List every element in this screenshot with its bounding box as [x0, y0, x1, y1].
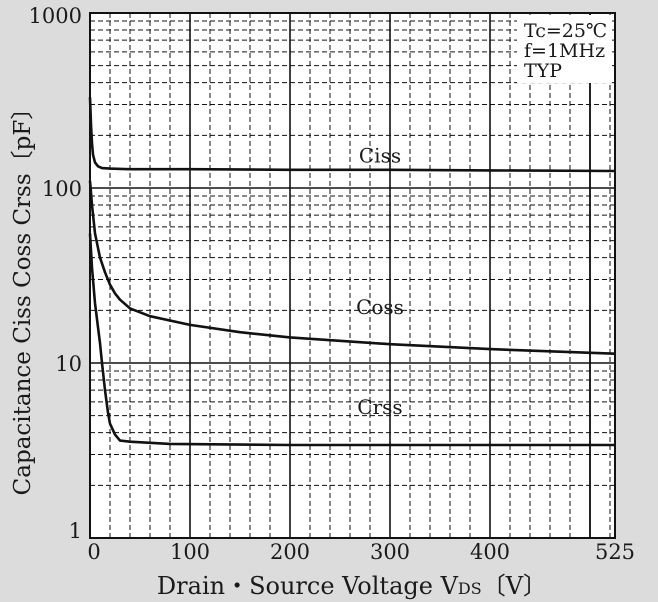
series-line-ciss — [88, 97, 616, 173]
y-axis-title: Capacitance Ciss Coss Crss〔pF〕 — [10, 97, 36, 496]
x-axis-title-unit: 〔V〕 — [482, 572, 547, 600]
conditions-background — [517, 15, 612, 83]
series-line-coss — [88, 180, 616, 355]
condition-text: f=1MHz — [524, 40, 605, 62]
plot-area — [90, 13, 615, 538]
condition-text: Tc=25℃ — [524, 20, 607, 42]
series-label-crss: Crss — [357, 395, 402, 419]
x-tick-label: 0 — [87, 540, 100, 564]
grid-major — [90, 13, 615, 538]
y-tick-label: 1000 — [29, 4, 82, 28]
y-tick-label: 1 — [69, 519, 82, 543]
x-axis-title: Drain・Source Voltage VDS〔V〕 — [157, 572, 547, 600]
x-tick-label: 525 — [595, 540, 635, 564]
plot-frame — [89, 12, 616, 539]
x-tick-label: 200 — [270, 540, 310, 564]
x-tick-label: 400 — [470, 540, 510, 564]
y-tick-label: 10 — [55, 352, 82, 376]
x-axis-title-symbol: V — [440, 572, 459, 600]
x-tick-label: 300 — [370, 540, 410, 564]
series-label-coss: Coss — [356, 295, 404, 319]
x-tick-label: 100 — [170, 540, 210, 564]
y-tick-label: 100 — [42, 177, 82, 201]
tick-labels: 0 100 200 300 400 525 1 10 100 1000 — [29, 4, 636, 564]
x-axis-title-subscript: DS — [458, 579, 482, 598]
series-line-crss — [88, 233, 615, 447]
series-layer: Ciss Coss Crss — [88, 97, 616, 447]
condition-text: TYP — [524, 60, 562, 82]
x-axis-title-main: Drain・Source Voltage — [157, 572, 441, 600]
series-label-ciss: Ciss — [359, 143, 401, 167]
